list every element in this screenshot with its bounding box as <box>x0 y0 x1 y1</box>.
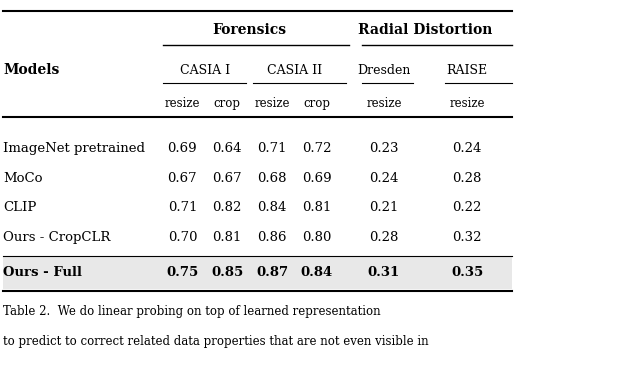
FancyBboxPatch shape <box>3 256 512 289</box>
Text: 0.31: 0.31 <box>368 266 400 279</box>
Text: 0.71: 0.71 <box>168 201 197 214</box>
Text: resize: resize <box>254 97 290 111</box>
Text: Ours - CropCLR: Ours - CropCLR <box>3 231 111 244</box>
Text: Table 2.  We do linear probing on top of learned representation: Table 2. We do linear probing on top of … <box>3 305 381 318</box>
Text: 0.72: 0.72 <box>302 142 332 155</box>
Text: 0.80: 0.80 <box>302 231 332 244</box>
Text: 0.81: 0.81 <box>212 231 242 244</box>
Text: Ours - Full: Ours - Full <box>3 266 82 279</box>
Text: CASIA II: CASIA II <box>267 64 322 77</box>
Text: crop: crop <box>214 97 241 111</box>
Text: 0.69: 0.69 <box>302 171 332 185</box>
Text: 0.21: 0.21 <box>369 201 399 214</box>
Text: 0.67: 0.67 <box>212 171 242 185</box>
Text: 0.70: 0.70 <box>168 231 197 244</box>
Text: 0.23: 0.23 <box>369 142 399 155</box>
Text: 0.84: 0.84 <box>301 266 333 279</box>
Text: 0.68: 0.68 <box>257 171 287 185</box>
Text: 0.28: 0.28 <box>452 171 482 185</box>
Text: 0.22: 0.22 <box>452 201 482 214</box>
Text: 0.71: 0.71 <box>257 142 287 155</box>
Text: 0.82: 0.82 <box>212 201 242 214</box>
Text: RAISE: RAISE <box>447 64 488 77</box>
Text: ImageNet pretrained: ImageNet pretrained <box>3 142 145 155</box>
Text: 0.24: 0.24 <box>452 142 482 155</box>
Text: 0.69: 0.69 <box>168 142 197 155</box>
Text: 0.64: 0.64 <box>212 142 242 155</box>
Text: Dresden: Dresden <box>357 64 411 77</box>
Text: Forensics: Forensics <box>212 23 287 37</box>
Text: CASIA I: CASIA I <box>180 64 230 77</box>
Text: 0.32: 0.32 <box>452 231 482 244</box>
Text: 0.85: 0.85 <box>211 266 243 279</box>
Text: resize: resize <box>366 97 402 111</box>
Text: 0.35: 0.35 <box>451 266 483 279</box>
Text: 0.86: 0.86 <box>257 231 287 244</box>
Text: crop: crop <box>303 97 330 111</box>
Text: 0.24: 0.24 <box>369 171 399 185</box>
Text: 0.75: 0.75 <box>166 266 198 279</box>
Text: 0.67: 0.67 <box>168 171 197 185</box>
Text: resize: resize <box>449 97 485 111</box>
Text: Models: Models <box>3 63 60 78</box>
Text: 0.28: 0.28 <box>369 231 399 244</box>
Text: resize: resize <box>164 97 200 111</box>
Text: MoCo: MoCo <box>3 171 43 185</box>
Text: CLIP: CLIP <box>3 201 36 214</box>
Text: 0.84: 0.84 <box>257 201 287 214</box>
Text: Radial Distortion: Radial Distortion <box>358 23 493 37</box>
Text: 0.81: 0.81 <box>302 201 332 214</box>
Text: 0.87: 0.87 <box>256 266 288 279</box>
Text: to predict to correct related data properties that are not even visible in: to predict to correct related data prope… <box>3 335 429 348</box>
